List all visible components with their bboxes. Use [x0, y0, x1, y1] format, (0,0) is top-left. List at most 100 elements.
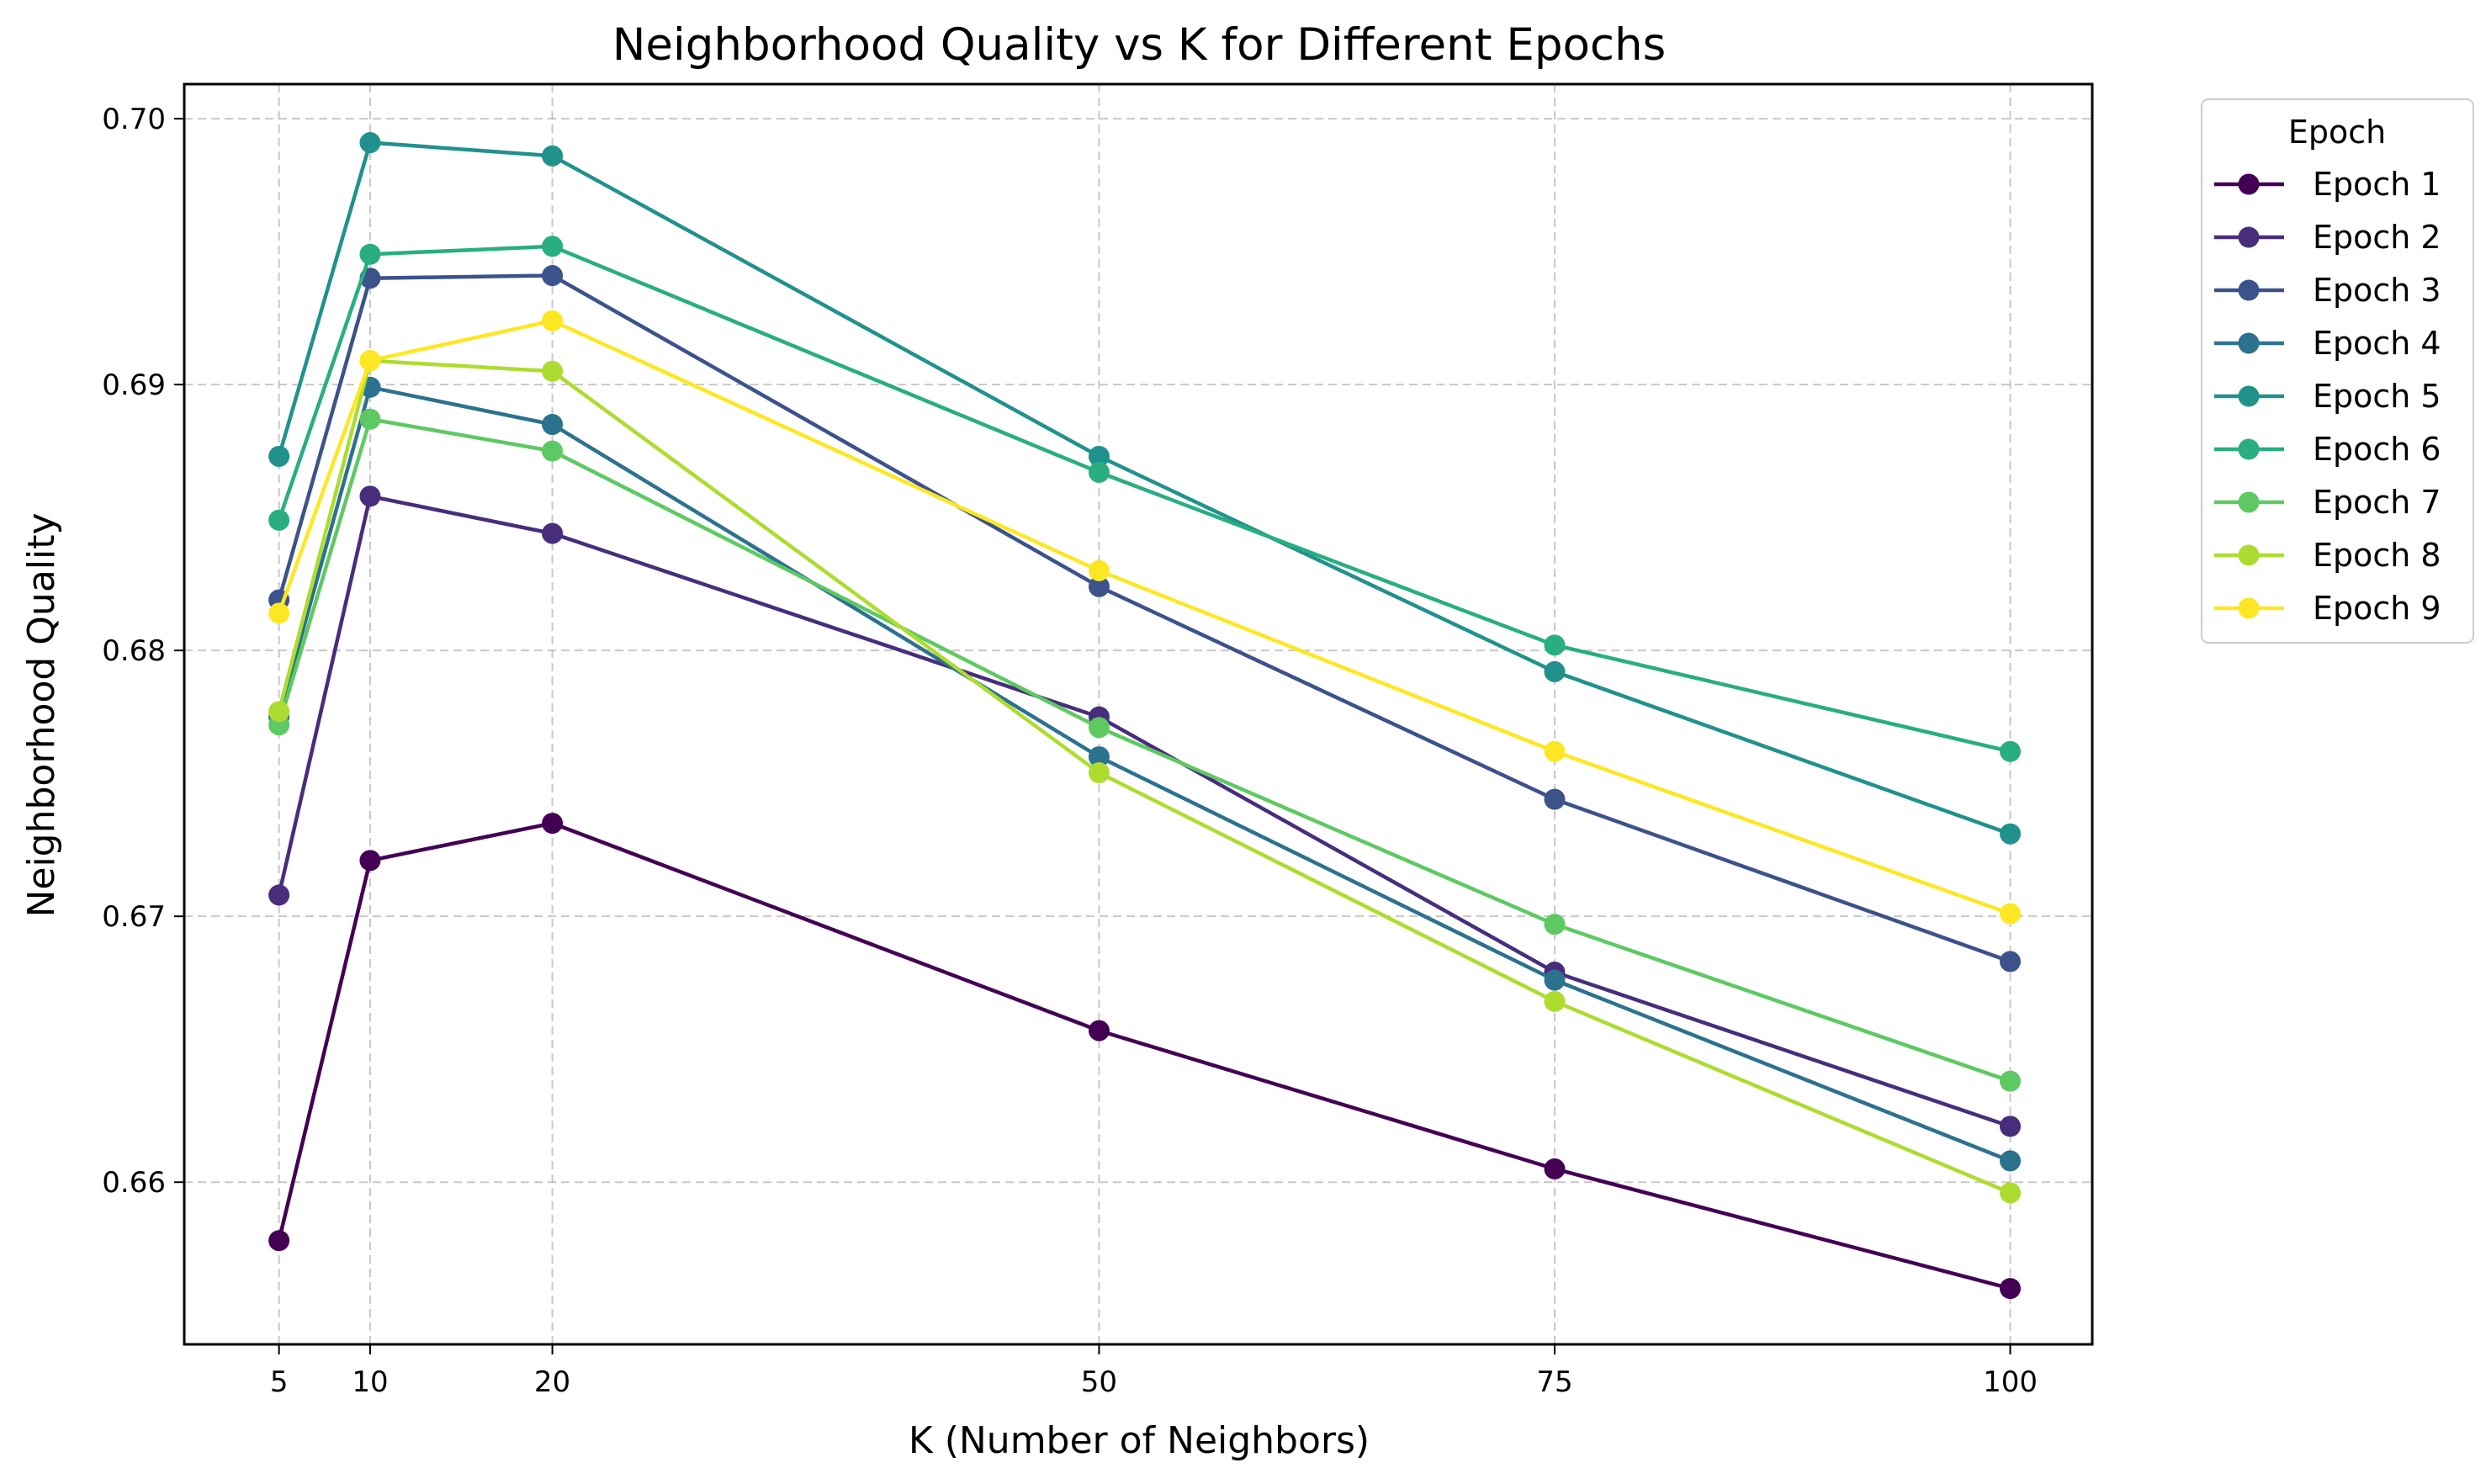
legend-label: Epoch 2	[2313, 219, 2441, 256]
legend-label: Epoch 1	[2313, 166, 2441, 203]
legend-label: Epoch 3	[2313, 272, 2441, 309]
y-axis-ticks: 0.66 0.67 0.68 0.69 0.70	[102, 103, 184, 1200]
data-series	[268, 132, 2022, 1300]
series-line	[277, 821, 2011, 1291]
series-line	[277, 273, 2011, 964]
legend-marker	[2238, 279, 2260, 301]
data-point	[542, 360, 564, 382]
x-axis-label: K (Number of Neighbors)	[909, 1419, 1370, 1462]
y-axis-label: Neighborhood Quality	[20, 512, 63, 917]
data-point	[2000, 951, 2022, 973]
series-epoch-5	[268, 132, 2022, 845]
series-line	[277, 494, 2011, 1129]
data-point	[359, 485, 381, 507]
data-point	[1088, 762, 1110, 784]
legend-marker	[2238, 385, 2260, 407]
legend-box	[2201, 98, 2474, 644]
data-point	[542, 265, 564, 287]
legend-item-epoch-6: Epoch 6	[2214, 431, 2441, 468]
x-axis-ticks: 5 10 20 50 75 100	[270, 1344, 2038, 1399]
data-point	[542, 414, 564, 436]
data-point	[1544, 660, 1566, 682]
legend-marker	[2238, 491, 2260, 513]
data-point	[359, 350, 381, 372]
data-point	[542, 522, 564, 544]
legend-label: Epoch 8	[2313, 537, 2441, 574]
series-epoch-9	[268, 310, 2022, 925]
legend-items: Epoch 1 Epoch 2 Epoch 3 Epoch 4 Epoch 5 Epoch…	[2214, 166, 2441, 627]
legend-item-epoch-8: Epoch 8	[2214, 537, 2441, 574]
y-tick-label: 0.68	[102, 634, 166, 668]
legend-marker	[2238, 226, 2260, 248]
legend-marker	[2238, 597, 2260, 619]
data-point	[268, 701, 290, 723]
y-tick-label: 0.66	[102, 1166, 166, 1200]
legend-label: Epoch 5	[2313, 378, 2441, 415]
x-tick-label: 5	[270, 1365, 289, 1399]
data-point	[359, 408, 381, 430]
plot-area-frame	[183, 82, 2094, 1346]
series-line	[277, 416, 2011, 1084]
data-point	[1544, 914, 1566, 935]
legend-label: Epoch 4	[2313, 325, 2441, 362]
legend-marker	[2238, 173, 2260, 195]
legend-marker	[2238, 544, 2260, 566]
legend-label: Epoch 6	[2313, 431, 2441, 468]
data-point	[542, 236, 564, 257]
legend-item-epoch-3: Epoch 3	[2214, 272, 2441, 309]
x-tick-label: 50	[1081, 1365, 1117, 1399]
series-line	[277, 140, 2011, 836]
data-point	[1544, 1158, 1566, 1179]
data-point	[1544, 740, 1566, 762]
data-point	[2000, 1278, 2022, 1300]
data-point	[2000, 1150, 2022, 1172]
y-tick-label: 0.69	[102, 368, 166, 402]
legend-item-epoch-5: Epoch 5	[2214, 378, 2441, 415]
chart-title: Neighborhood Quality vs K for Different …	[612, 19, 1666, 71]
x-tick-label: 100	[1983, 1365, 2038, 1399]
data-point	[2000, 1116, 2022, 1137]
data-point	[359, 243, 381, 265]
data-point	[542, 145, 564, 167]
series-epoch-1	[268, 813, 2022, 1300]
data-point	[542, 813, 564, 835]
data-point	[359, 132, 381, 154]
data-point	[1088, 445, 1110, 467]
data-point	[2000, 740, 2022, 762]
legend-label: Epoch 7	[2313, 484, 2441, 521]
data-point	[1544, 788, 1566, 810]
legend-label: Epoch 9	[2313, 590, 2441, 627]
data-point	[1544, 634, 1566, 656]
data-point	[1088, 559, 1110, 581]
series-line	[277, 319, 2011, 916]
data-point	[2000, 823, 2022, 845]
y-tick-label: 0.70	[102, 103, 166, 136]
x-tick-label: 10	[352, 1365, 388, 1399]
data-point	[2000, 1182, 2022, 1204]
series-epoch-7	[268, 408, 2022, 1092]
data-point	[542, 440, 564, 462]
data-point	[542, 310, 564, 331]
data-point	[268, 445, 290, 467]
data-point	[1544, 969, 1566, 991]
data-point	[268, 509, 290, 531]
data-point	[1088, 575, 1110, 597]
series-epoch-6	[268, 236, 2022, 762]
data-point	[1088, 746, 1110, 768]
data-point	[2000, 903, 2022, 925]
x-tick-label: 20	[534, 1365, 570, 1399]
data-point	[1088, 717, 1110, 739]
legend-item-epoch-9: Epoch 9	[2214, 590, 2441, 627]
legend-item-epoch-7: Epoch 7	[2214, 484, 2441, 521]
legend-item-epoch-2: Epoch 2	[2214, 219, 2441, 256]
y-tick-label: 0.67	[102, 900, 166, 934]
data-point	[1544, 990, 1566, 1012]
series-line	[277, 358, 2011, 1195]
legend-item-epoch-4: Epoch 4	[2214, 325, 2441, 362]
series-line	[277, 244, 2011, 754]
legend-title: Epoch	[2288, 114, 2386, 151]
data-point	[1088, 1020, 1110, 1041]
